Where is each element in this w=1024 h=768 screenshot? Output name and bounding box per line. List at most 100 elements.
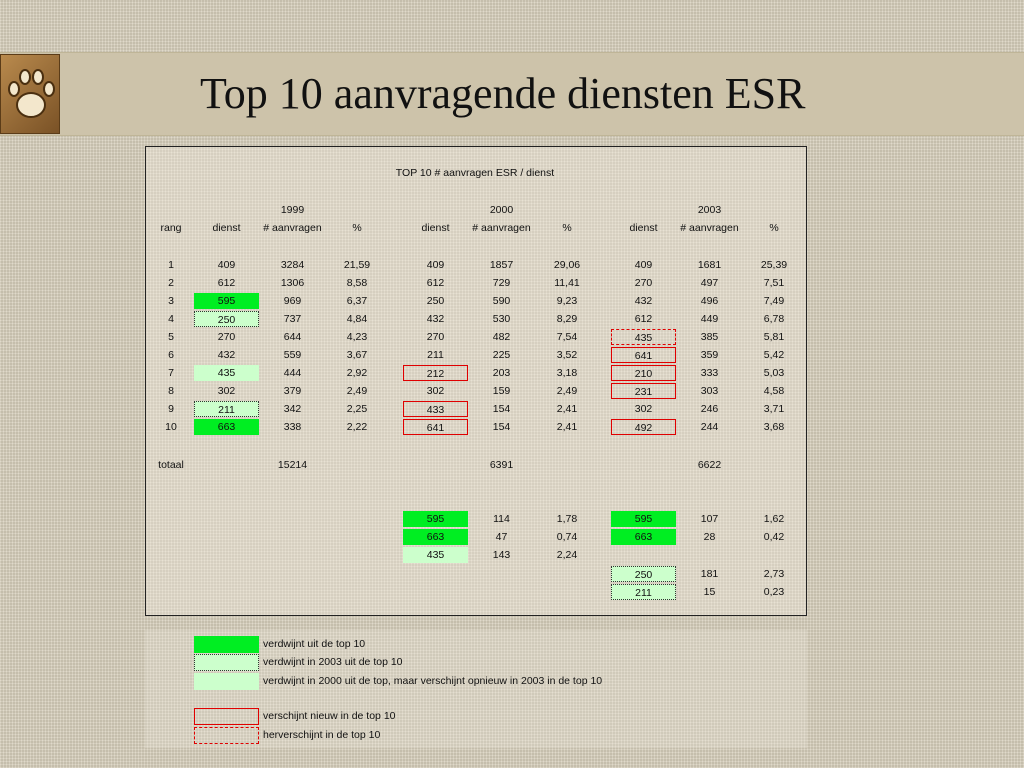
aanvragen-2000-cell: 203: [492, 367, 511, 379]
pct-2000-cell: 3,18: [556, 367, 578, 379]
dienst-2000-cell: 433: [403, 401, 468, 417]
dienst-1999-cell: 663: [194, 419, 259, 435]
total-label: totaal: [158, 459, 184, 471]
extra-pct-2003-cell: 2,73: [763, 568, 785, 580]
dienst-1999-cell: 612: [217, 277, 236, 289]
pct-1999-cell: 2,22: [346, 421, 368, 433]
page-title: Top 10 aanvragende diensten ESR: [200, 69, 806, 118]
aanvragen-2000-cell: 225: [492, 349, 511, 361]
column-header-aanvragen-1999: # aanvragen: [263, 222, 322, 234]
dienst-1999-cell: 409: [217, 259, 236, 271]
aanvragen-2003-cell: 333: [700, 367, 719, 379]
pct-2000-cell: 2,41: [556, 403, 578, 415]
column-header-dienst-1999: dienst: [212, 222, 241, 234]
aanvragen-2000-cell: 159: [492, 385, 511, 397]
extra-dienst-2000-cell: 595: [403, 511, 468, 527]
aanvragen-2000-cell: 482: [492, 331, 511, 343]
extra-pct-2003-cell: 0,23: [763, 586, 785, 598]
column-header-dienst-2000: dienst: [421, 222, 450, 234]
dienst-2003-cell: 435: [611, 329, 676, 345]
extra-pct-2000-cell: 2,24: [556, 549, 578, 561]
dienst-2000-cell: 641: [403, 419, 468, 435]
extra-aanvragen-2000-cell: 47: [495, 531, 508, 543]
legend-label: verdwijnt uit de top 10: [263, 638, 366, 650]
dienst-2000-cell: 211: [427, 349, 444, 361]
pct-2003-cell: 4,58: [763, 385, 785, 397]
aanvragen-2000-cell: 729: [492, 277, 511, 289]
dienst-1999-cell: 432: [217, 349, 236, 361]
pct-2000-cell: 29,06: [553, 259, 581, 271]
rank-cell: 1: [168, 259, 174, 271]
pct-1999-cell: 2,92: [346, 367, 368, 379]
pct-1999-cell: 8,58: [346, 277, 368, 289]
rank-cell: 8: [168, 385, 174, 397]
pct-2003-cell: 5,42: [763, 349, 785, 361]
column-header-pct-2000: %: [562, 222, 572, 234]
aanvragen-1999-cell: 969: [283, 295, 302, 307]
aanvragen-2003-cell: 449: [700, 313, 719, 325]
paw-print-icon: [0, 54, 60, 134]
pct-2000-cell: 3,52: [556, 349, 578, 361]
extra-aanvragen-2000-cell: 114: [493, 513, 510, 525]
aanvragen-1999-cell: 1306: [280, 277, 305, 289]
aanvragen-2003-cell: 359: [700, 349, 719, 361]
aanvragen-2003-cell: 303: [700, 385, 719, 397]
extra-pct-2000-cell: 0,74: [556, 531, 578, 543]
pct-2003-cell: 25,39: [760, 259, 788, 271]
dienst-1999-cell: 302: [217, 385, 236, 397]
extra-dienst-2003-cell: 595: [611, 511, 676, 527]
extra-dienst-2000-cell: 435: [403, 547, 468, 563]
dienst-2000-cell: 212: [403, 365, 468, 381]
dienst-2003-cell: 302: [634, 403, 653, 415]
dienst-2000-cell: 432: [426, 313, 445, 325]
pct-2003-cell: 3,71: [763, 403, 785, 415]
data-table: [145, 146, 807, 616]
dienst-2003-cell: 409: [634, 259, 653, 271]
dienst-2003-cell: 612: [634, 313, 653, 325]
total-2000: 6391: [489, 459, 514, 471]
extra-aanvragen-2003-cell: 107: [700, 513, 719, 525]
pct-2003-cell: 7,49: [763, 295, 785, 307]
dienst-1999-cell: 211: [194, 401, 259, 417]
total-1999: 15214: [277, 459, 308, 471]
dienst-2003-cell: 231: [611, 383, 676, 399]
column-header-pct-2003: %: [769, 222, 779, 234]
aanvragen-2000-cell: 530: [492, 313, 511, 325]
extra-aanvragen-2003-cell: 181: [700, 568, 719, 580]
table-caption: TOP 10 # aanvragen ESR / dienst: [395, 167, 555, 179]
pct-2000-cell: 8,29: [556, 313, 578, 325]
aanvragen-1999-cell: 379: [283, 385, 302, 397]
total-2003: 6622: [697, 459, 722, 471]
legend-label: verdwijnt in 2003 uit de top 10: [263, 656, 403, 668]
rank-cell: 9: [168, 403, 174, 415]
dienst-2003-cell: 210: [611, 365, 676, 381]
year-header-2003: 2003: [697, 204, 722, 216]
dienst-2003-cell: 641: [611, 347, 676, 363]
dienst-2003-cell: 270: [634, 277, 653, 289]
aanvragen-1999-cell: 559: [283, 349, 302, 361]
extra-dienst-2003-cell: 211: [611, 584, 676, 600]
extra-pct-2000-cell: 1,78: [556, 513, 578, 525]
legend-label: verdwijnt in 2000 uit de top, maar versc…: [263, 675, 603, 687]
pct-2003-cell: 5,81: [763, 331, 785, 343]
aanvragen-1999-cell: 444: [283, 367, 302, 379]
pct-2000-cell: 11,41: [554, 277, 580, 289]
extra-aanvragen-2000-cell: 143: [492, 549, 511, 561]
pct-2003-cell: 6,78: [763, 313, 785, 325]
aanvragen-2003-cell: 496: [700, 295, 719, 307]
pct-1999-cell: 2,25: [346, 403, 368, 415]
pct-2000-cell: 2,41: [556, 421, 578, 433]
rank-cell: 3: [168, 295, 174, 307]
aanvragen-2000-cell: 154: [492, 403, 511, 415]
aanvragen-2000-cell: 154: [492, 421, 511, 433]
pct-2000-cell: 2,49: [556, 385, 578, 397]
aanvragen-2003-cell: 246: [700, 403, 719, 415]
dienst-2000-cell: 302: [426, 385, 445, 397]
column-header-dienst-2003: dienst: [629, 222, 658, 234]
pct-2003-cell: 3,68: [763, 421, 785, 433]
extra-aanvragen-2003-cell: 28: [703, 531, 716, 543]
title-bar: [0, 52, 1024, 136]
rank-cell: 2: [168, 277, 174, 289]
pct-1999-cell: 6,37: [346, 295, 368, 307]
aanvragen-2000-cell: 590: [492, 295, 511, 307]
